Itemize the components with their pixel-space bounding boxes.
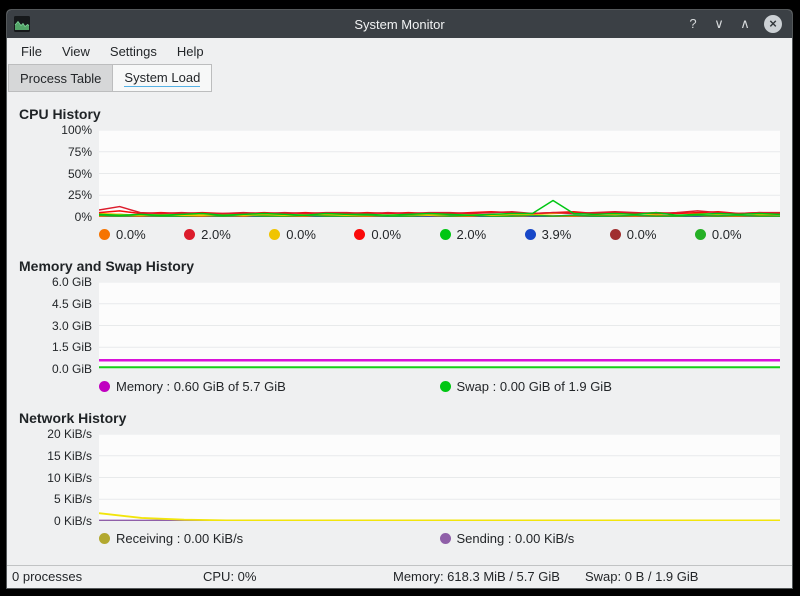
menu-item-help[interactable]: Help — [176, 43, 204, 59]
y-axis-label: 0% — [74, 210, 92, 224]
legend-label: Receiving : 0.00 KiB/s — [116, 531, 244, 546]
legend-item-cpu1: 0.0% — [99, 227, 184, 242]
legend-label: Swap : 0.00 GiB of 1.9 GiB — [456, 379, 612, 394]
memory-chart-row: 6.0 GiB 4.5 GiB 3.0 GiB 1.5 GiB 0.0 GiB — [19, 275, 780, 376]
legend-dot — [694, 229, 706, 240]
legend-label: Sending : 0.00 KiB/s — [456, 531, 575, 546]
legend-item-cpu4: 0.0% — [354, 227, 439, 242]
legend-label: 0.0% — [116, 227, 146, 242]
y-axis-label: 20 KiB/s — [47, 427, 92, 441]
menubar: File View Settings Help — [7, 38, 792, 64]
legend-dot — [184, 229, 196, 240]
memory-legend: Memory : 0.60 GiB of 5.7 GiB Swap : 0.00 … — [99, 379, 780, 394]
legend-label: Memory : 0.60 GiB of 5.7 GiB — [116, 379, 286, 394]
legend-dot — [609, 229, 621, 240]
statusbar-cpu: CPU: 0% — [203, 569, 257, 584]
legend-dot — [99, 229, 110, 240]
network-legend: Receiving : 0.00 KiB/s Sending : 0.00 KiB… — [99, 531, 780, 546]
legend-dot — [439, 229, 451, 240]
menu-item-view[interactable]: View — [61, 43, 90, 59]
y-axis-label: 0 KiB/s — [53, 514, 92, 528]
legend-item-memory: Memory : 0.60 GiB of 5.7 GiB — [99, 379, 440, 394]
network-history-section: Network History 20 KiB/s 15 KiB/s 10 KiB/s… — [19, 410, 780, 546]
legend-item-cpu8: 0.0% — [694, 227, 780, 242]
legend-label: 2.0% — [201, 227, 231, 242]
y-axis-label: 15 KiB/s — [47, 448, 92, 463]
legend-label: 2.0% — [456, 227, 487, 242]
window-title: System Monitor — [354, 16, 445, 32]
system-load-page: CPU History 100% 75% 50% 25% 0% 0.0% 2.0% 0.0%… — [7, 92, 792, 565]
legend-label: 0.0% — [286, 227, 316, 242]
cpu-history-title: CPU History — [19, 106, 101, 122]
network-y-axis: 20 KiB/s 15 KiB/s 10 KiB/s 5 KiB/s 0 KiB/s — [19, 427, 99, 528]
window-controls: ? ∨ ∧ × — [686, 15, 792, 33]
legend-dot — [439, 533, 451, 544]
legend-item-swap: Swap : 0.00 GiB of 1.9 GiB — [439, 379, 781, 394]
y-axis-label: 25% — [67, 188, 92, 203]
app-icon — [14, 16, 30, 32]
cpu-chart-row: 100% 75% 50% 25% 0% — [19, 123, 780, 224]
tab-bar: Process Table System Load — [7, 64, 792, 92]
cpu-y-axis: 100% 75% 50% 25% 0% — [19, 123, 99, 224]
tab-label: System Load — [124, 69, 201, 87]
statusbar: 0 processes CPU: 0% Memory: 618.3 MiB / … — [7, 565, 792, 588]
cpu-legend: 0.0% 2.0% 0.0% 0.0% 2.0% 3.9% 0.0% 0.0% — [99, 227, 780, 242]
legend-item-receiving: Receiving : 0.00 KiB/s — [99, 531, 440, 546]
legend-item-cpu3: 0.0% — [269, 227, 354, 242]
system-monitor-window: System Monitor ? ∨ ∧ × File View Setting… — [7, 10, 792, 588]
minimize-button[interactable]: ∨ — [714, 16, 724, 31]
network-history-title: Network History — [19, 410, 127, 426]
series-cpu8 — [99, 215, 780, 216]
y-axis-label: 100% — [61, 123, 92, 137]
statusbar-memory: Memory: 618.3 MiB / 5.7 GiB — [393, 569, 560, 584]
memory-swap-history-title: Memory and Swap History — [19, 258, 195, 274]
legend-label: 3.9% — [541, 227, 572, 242]
legend-item-cpu6: 3.9% — [524, 227, 610, 242]
cpu-history-section: CPU History 100% 75% 50% 25% 0% 0.0% 2.0% 0.0%… — [19, 106, 780, 242]
y-axis-label: 0.0 GiB — [51, 362, 92, 376]
tab-label: Process Table — [20, 70, 102, 86]
network-chart-row: 20 KiB/s 15 KiB/s 10 KiB/s 5 KiB/s 0 KiB/s — [19, 427, 780, 528]
y-axis-label: 1.5 GiB — [51, 340, 92, 355]
legend-dot — [99, 533, 110, 544]
legend-dot — [524, 229, 536, 240]
y-axis-label: 5 KiB/s — [53, 492, 92, 507]
legend-dot — [269, 229, 281, 240]
legend-label: 0.0% — [371, 227, 402, 242]
maximize-button[interactable]: ∧ — [740, 16, 750, 31]
legend-item-cpu2: 2.0% — [184, 227, 269, 242]
menu-item-file[interactable]: File — [21, 43, 42, 59]
help-button[interactable]: ? — [689, 16, 697, 31]
close-button[interactable]: × — [764, 15, 782, 33]
legend-label: 0.0% — [626, 227, 657, 242]
memory-y-axis: 6.0 GiB 4.5 GiB 3.0 GiB 1.5 GiB 0.0 GiB — [19, 275, 99, 376]
tab-system-load[interactable]: System Load — [113, 64, 213, 92]
y-axis-label: 4.5 GiB — [51, 296, 92, 311]
legend-dot — [439, 381, 451, 392]
series-cpu2 — [99, 207, 780, 214]
tab-process-table[interactable]: Process Table — [8, 64, 114, 92]
y-axis-label: 75% — [67, 144, 92, 159]
memory-swap-history-section: Memory and Swap History 6.0 GiB 4.5 GiB 3.… — [19, 258, 780, 394]
legend-item-cpu7: 0.0% — [609, 227, 695, 242]
cpu-chart — [99, 130, 780, 217]
legend-item-sending: Sending : 0.00 KiB/s — [439, 531, 781, 546]
legend-label: 0.0% — [711, 227, 742, 242]
menu-item-settings[interactable]: Settings — [109, 43, 157, 59]
series-cpu5 — [99, 200, 780, 215]
legend-dot — [99, 381, 110, 392]
legend-item-cpu5: 2.0% — [439, 227, 525, 242]
y-axis-label: 50% — [67, 166, 92, 181]
titlebar[interactable]: System Monitor ? ∨ ∧ × — [7, 10, 792, 38]
statusbar-swap: Swap: 0 B / 1.9 GiB — [585, 569, 699, 584]
y-axis-label: 6.0 GiB — [51, 275, 92, 289]
series-receiving — [99, 513, 780, 520]
network-chart — [99, 434, 780, 521]
memory-chart — [99, 282, 780, 369]
y-axis-label: 10 KiB/s — [47, 470, 92, 485]
statusbar-processes: 0 processes — [12, 569, 83, 584]
y-axis-label: 3.0 GiB — [51, 318, 92, 333]
legend-dot — [354, 229, 366, 240]
